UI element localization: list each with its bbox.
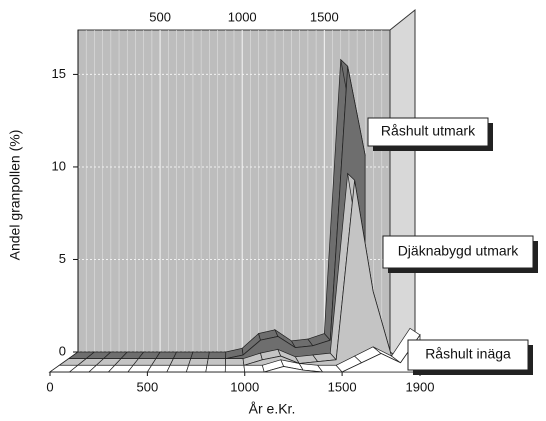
series-label: Råshult utmark xyxy=(381,123,476,139)
top-tick-label: 1000 xyxy=(228,9,257,24)
x-tick-label: 0 xyxy=(46,379,53,394)
x-tick-label: 1500 xyxy=(328,379,357,394)
ribbon-top xyxy=(205,364,226,373)
plot: 0 5 10 15 500 1000 1500 0 500 1000 1500 1900 xyxy=(46,9,434,394)
ribbon-top xyxy=(185,364,208,373)
side-wall xyxy=(389,8,416,371)
ribbon-top xyxy=(207,351,227,360)
ribbon-top xyxy=(225,358,245,366)
y-tick-label: 15 xyxy=(52,66,66,81)
series-label: Råshult inäga xyxy=(425,346,511,362)
ribbon-top xyxy=(190,351,210,360)
y-tick-label: 0 xyxy=(59,343,66,358)
top-tick-label: 500 xyxy=(149,9,171,24)
ribbon-top xyxy=(169,358,192,366)
y-tick-label: 10 xyxy=(52,158,66,173)
x-axis-title: År e.Kr. xyxy=(249,401,296,417)
ribbon-top xyxy=(146,364,171,373)
ribbon-top xyxy=(188,358,209,366)
ribbon-top xyxy=(243,364,265,373)
ribbon-face xyxy=(50,333,421,373)
ribbon-top xyxy=(172,351,194,360)
x-tick-label: 1900 xyxy=(406,379,435,394)
x-tick-label: 1000 xyxy=(230,379,259,394)
ribbon-top xyxy=(224,364,246,373)
top-tick-label: 1500 xyxy=(310,9,339,24)
ribbon-top xyxy=(150,358,174,366)
series-label: Djäknabygd utmark xyxy=(398,243,520,259)
label-box: Djäknabygd utmark xyxy=(382,235,538,273)
y-axis-title: Andel granpollen (%) xyxy=(7,130,23,261)
x-tick-label: 500 xyxy=(137,379,159,394)
label-box: Råshult inäga xyxy=(407,339,533,375)
ribbon-top xyxy=(166,364,190,373)
ribbon-top xyxy=(206,358,226,366)
label-box: Råshult utmark xyxy=(367,117,493,151)
y-tick-label: 5 xyxy=(59,251,66,266)
